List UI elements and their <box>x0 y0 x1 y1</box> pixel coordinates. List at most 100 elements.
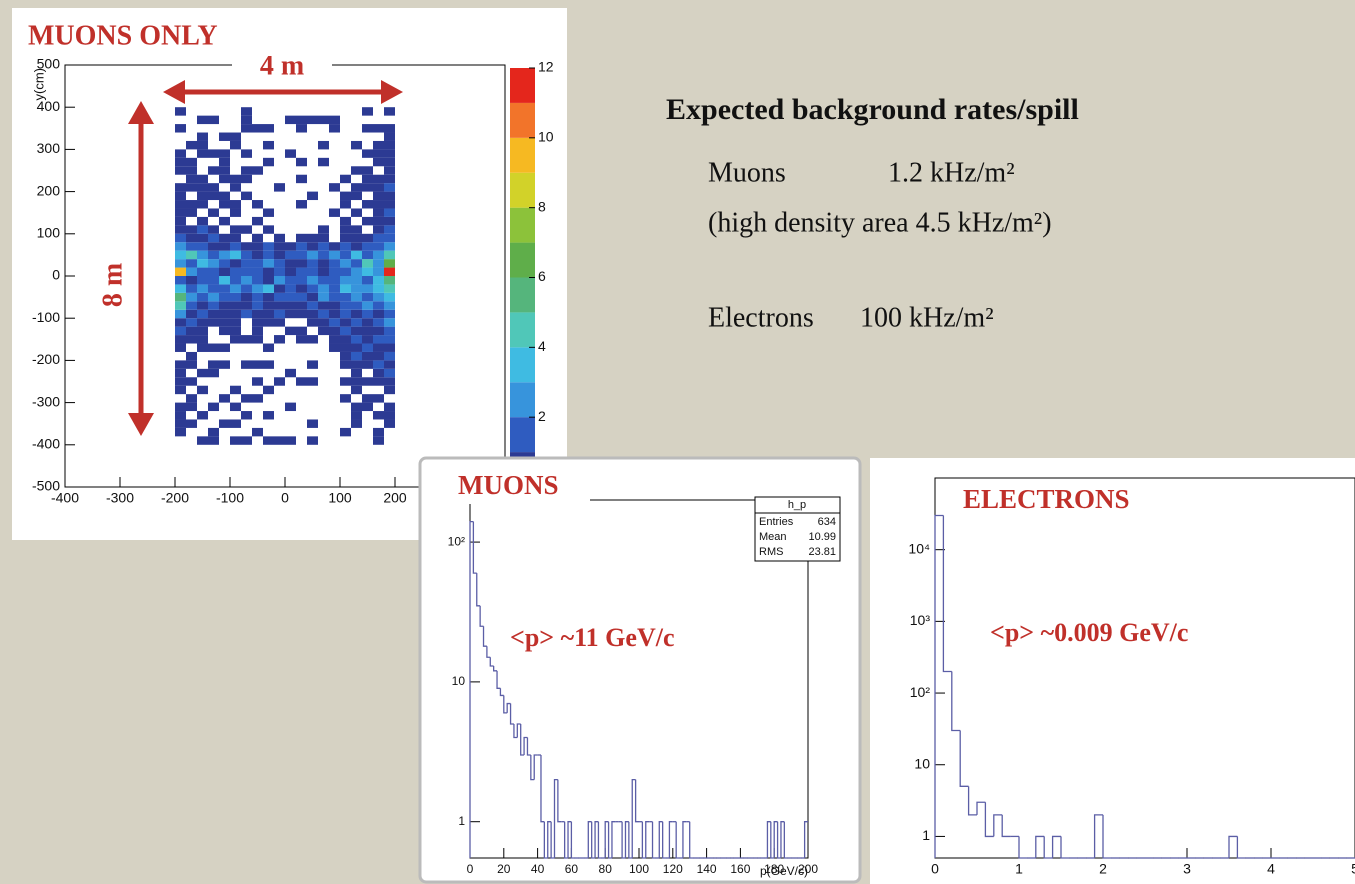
heatmap-cell <box>351 276 362 285</box>
heatmap-cell <box>307 191 318 201</box>
heatmap-cell <box>252 242 263 251</box>
histogram-bin <box>547 821 552 858</box>
heatmap-cell <box>175 216 186 226</box>
heatmap-cell <box>307 250 318 260</box>
histogram-bin <box>641 821 646 859</box>
x-tick-label: 40 <box>531 862 545 876</box>
heatmap-cell <box>296 259 307 268</box>
histogram-bin <box>682 821 687 858</box>
histogram-bin <box>476 573 481 607</box>
heatmap-cell <box>307 242 318 251</box>
heatmap-cell <box>351 140 362 150</box>
histogram-bin <box>1102 814 1112 859</box>
heatmap-cell <box>329 326 340 336</box>
heatmap-cell <box>373 242 384 251</box>
heatmap-cell <box>362 276 373 285</box>
histogram-bin <box>533 754 538 780</box>
heatmap-cell <box>340 225 351 234</box>
heatmap-cell <box>373 225 384 234</box>
colorbar-segment <box>510 137 535 173</box>
histogram-bin <box>604 821 609 858</box>
histogram-bin <box>984 802 994 838</box>
heatmap-cell <box>340 250 351 260</box>
heatmap-cell <box>186 301 197 310</box>
heatmap-cell <box>219 233 230 243</box>
heatmap-cell <box>285 402 296 412</box>
heatmap-cell <box>351 166 362 175</box>
heatmap-cell <box>197 259 208 268</box>
rate-value: 1.2 kHz/m² <box>888 157 1015 188</box>
heatmap-cell <box>230 385 241 395</box>
title-bg <box>14 20 276 56</box>
heatmap-cell <box>351 326 362 336</box>
heatmap-cell <box>175 343 186 352</box>
heatmap-cell <box>296 124 307 133</box>
heatmap-cell <box>340 309 351 319</box>
heatmap-cell <box>197 335 208 344</box>
heatmap-cell <box>274 250 285 260</box>
heatmap-cell <box>340 335 351 344</box>
panel <box>418 456 862 884</box>
y-tick-label: 10³ <box>910 612 931 628</box>
histogram-bin <box>1060 836 1070 859</box>
heatmap-cell <box>186 157 197 167</box>
heatmap-cell <box>318 284 329 293</box>
histogram-bin <box>563 821 569 859</box>
heatmap-cell <box>219 267 230 276</box>
heatmap-cell <box>186 360 197 369</box>
heatmap-cell <box>362 301 373 310</box>
heatmap-cell <box>230 284 241 293</box>
heatmap-cell <box>197 318 208 327</box>
histogram-bin <box>597 821 602 859</box>
heatmap-cell <box>186 140 197 150</box>
heatmap-cell <box>285 259 296 268</box>
histogram-bin <box>587 821 592 858</box>
heatmap-cell <box>318 292 329 302</box>
histogram-bin <box>658 821 663 858</box>
heatmap-cell <box>318 318 329 327</box>
heatmap-cell <box>230 140 241 150</box>
heatmap-cell <box>373 216 384 226</box>
heatmap-cell <box>175 242 186 251</box>
heatmap-cell <box>230 208 241 217</box>
histogram-bin <box>550 821 555 859</box>
heatmap-cell <box>274 335 285 344</box>
heatmap-cell <box>186 242 197 251</box>
heatmap-cell <box>296 292 307 302</box>
y-tick-label: 10⁴ <box>908 540 930 556</box>
heatmap-cell <box>230 318 241 327</box>
heatmap-cell <box>208 360 219 369</box>
heatmap-cell <box>373 140 384 150</box>
heatmap-cell <box>351 183 362 192</box>
arrow-head <box>163 80 185 104</box>
heatmap-cell <box>329 250 340 260</box>
heatmap-cell <box>340 174 351 184</box>
heatmap-cell <box>384 276 395 285</box>
title-bg <box>450 470 590 504</box>
stats-label: Entries <box>759 516 794 528</box>
heatmap-cell <box>373 292 384 302</box>
heatmap-cell <box>230 250 241 260</box>
heatmap-cell <box>384 216 395 226</box>
heatmap-cell <box>252 427 263 437</box>
heatmap-cell <box>186 233 197 243</box>
heatmap-cell <box>329 335 340 344</box>
histogram-bin <box>607 821 612 859</box>
x-tick-label: 120 <box>663 862 683 876</box>
heatmap-cell <box>197 191 208 201</box>
heatmap-cell <box>241 411 252 420</box>
heatmap-cell <box>197 267 208 276</box>
heatmap-cell <box>175 233 186 243</box>
heatmap-cell <box>307 115 318 125</box>
heatmap-cell <box>274 301 285 310</box>
heatmap-cell <box>384 301 395 310</box>
heatmap-cell <box>186 326 197 336</box>
histogram-bin <box>776 821 781 859</box>
heatmap-cell <box>384 259 395 268</box>
heatmap-cell <box>296 276 307 285</box>
heatmap-cell <box>384 318 395 327</box>
heatmap-cell <box>351 309 362 319</box>
stats-value: 10.99 <box>808 531 836 543</box>
heatmap-cell <box>263 225 274 234</box>
heatmap-cell <box>362 259 373 268</box>
